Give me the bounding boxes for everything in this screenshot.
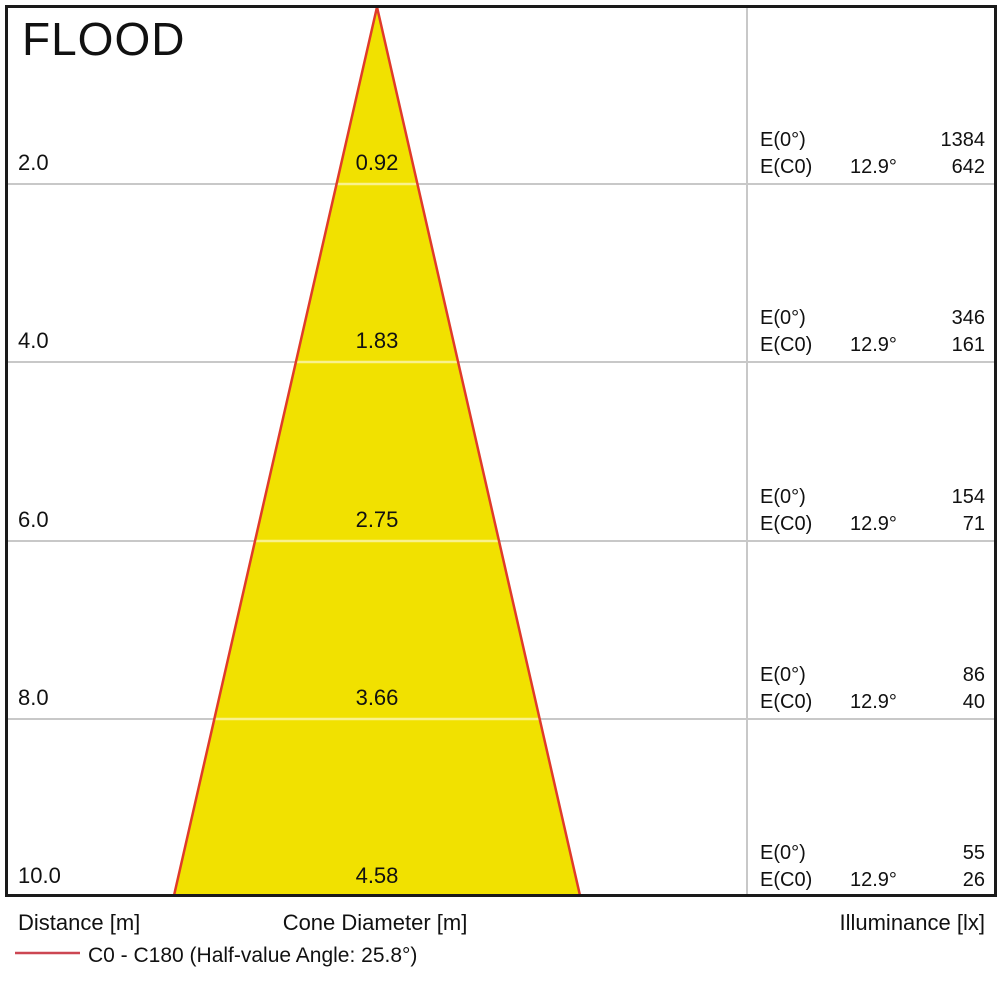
e0-value: 154	[951, 486, 985, 508]
e0-label: E(0°)	[760, 486, 806, 508]
distance-axis-label: Distance [m]	[18, 910, 141, 935]
e0-label: E(0°)	[760, 664, 806, 686]
ec0-value: 40	[962, 691, 985, 713]
cone-diameter-label: 3.66	[355, 685, 399, 710]
e0-value: 346	[951, 307, 985, 329]
page-title: FLOOD	[22, 13, 186, 65]
ec0-label: E(C0)	[760, 334, 813, 356]
beam-angle-value: 12.9°	[850, 513, 897, 535]
distance-label: 6.0	[18, 507, 49, 532]
e0-value: 1384	[940, 129, 986, 151]
cone-diameter-label: 2.75	[355, 507, 399, 532]
e0-label: E(0°)	[760, 842, 806, 864]
chart-border	[5, 5, 997, 897]
cone-diameter-label: 0.92	[355, 150, 399, 175]
ec0-value: 71	[962, 513, 985, 535]
illuminance-axis-label: Illuminance [lx]	[839, 910, 985, 935]
ec0-value: 26	[962, 869, 985, 891]
ec0-label: E(C0)	[760, 869, 813, 891]
ec0-label: E(C0)	[760, 513, 813, 535]
e0-label: E(0°)	[760, 129, 806, 151]
cone-diameter-label: 4.58	[355, 863, 399, 888]
beam-angle-value: 12.9°	[850, 334, 897, 356]
legend-label: C0 - C180 (Half-value Angle: 25.8°)	[88, 944, 418, 967]
ec0-value: 161	[951, 334, 985, 356]
beam-angle-value: 12.9°	[850, 156, 897, 178]
cone-diameter-label: 1.83	[355, 328, 399, 353]
beam-angle-value: 12.9°	[850, 869, 897, 891]
ec0-label: E(C0)	[760, 691, 813, 713]
e0-value: 86	[962, 664, 985, 686]
ec0-label: E(C0)	[760, 156, 813, 178]
distance-label: 4.0	[18, 328, 49, 353]
e0-value: 55	[962, 842, 985, 864]
ec0-value: 642	[951, 156, 985, 178]
e0-label: E(0°)	[760, 307, 806, 329]
distance-label: 10.0	[18, 863, 61, 888]
distance-label: 2.0	[18, 150, 49, 175]
light-cone-shape	[174, 7, 580, 896]
cone-diameter-axis-label: Cone Diameter [m]	[282, 910, 468, 935]
distance-label: 8.0	[18, 685, 49, 710]
beam-angle-value: 12.9°	[850, 691, 897, 713]
